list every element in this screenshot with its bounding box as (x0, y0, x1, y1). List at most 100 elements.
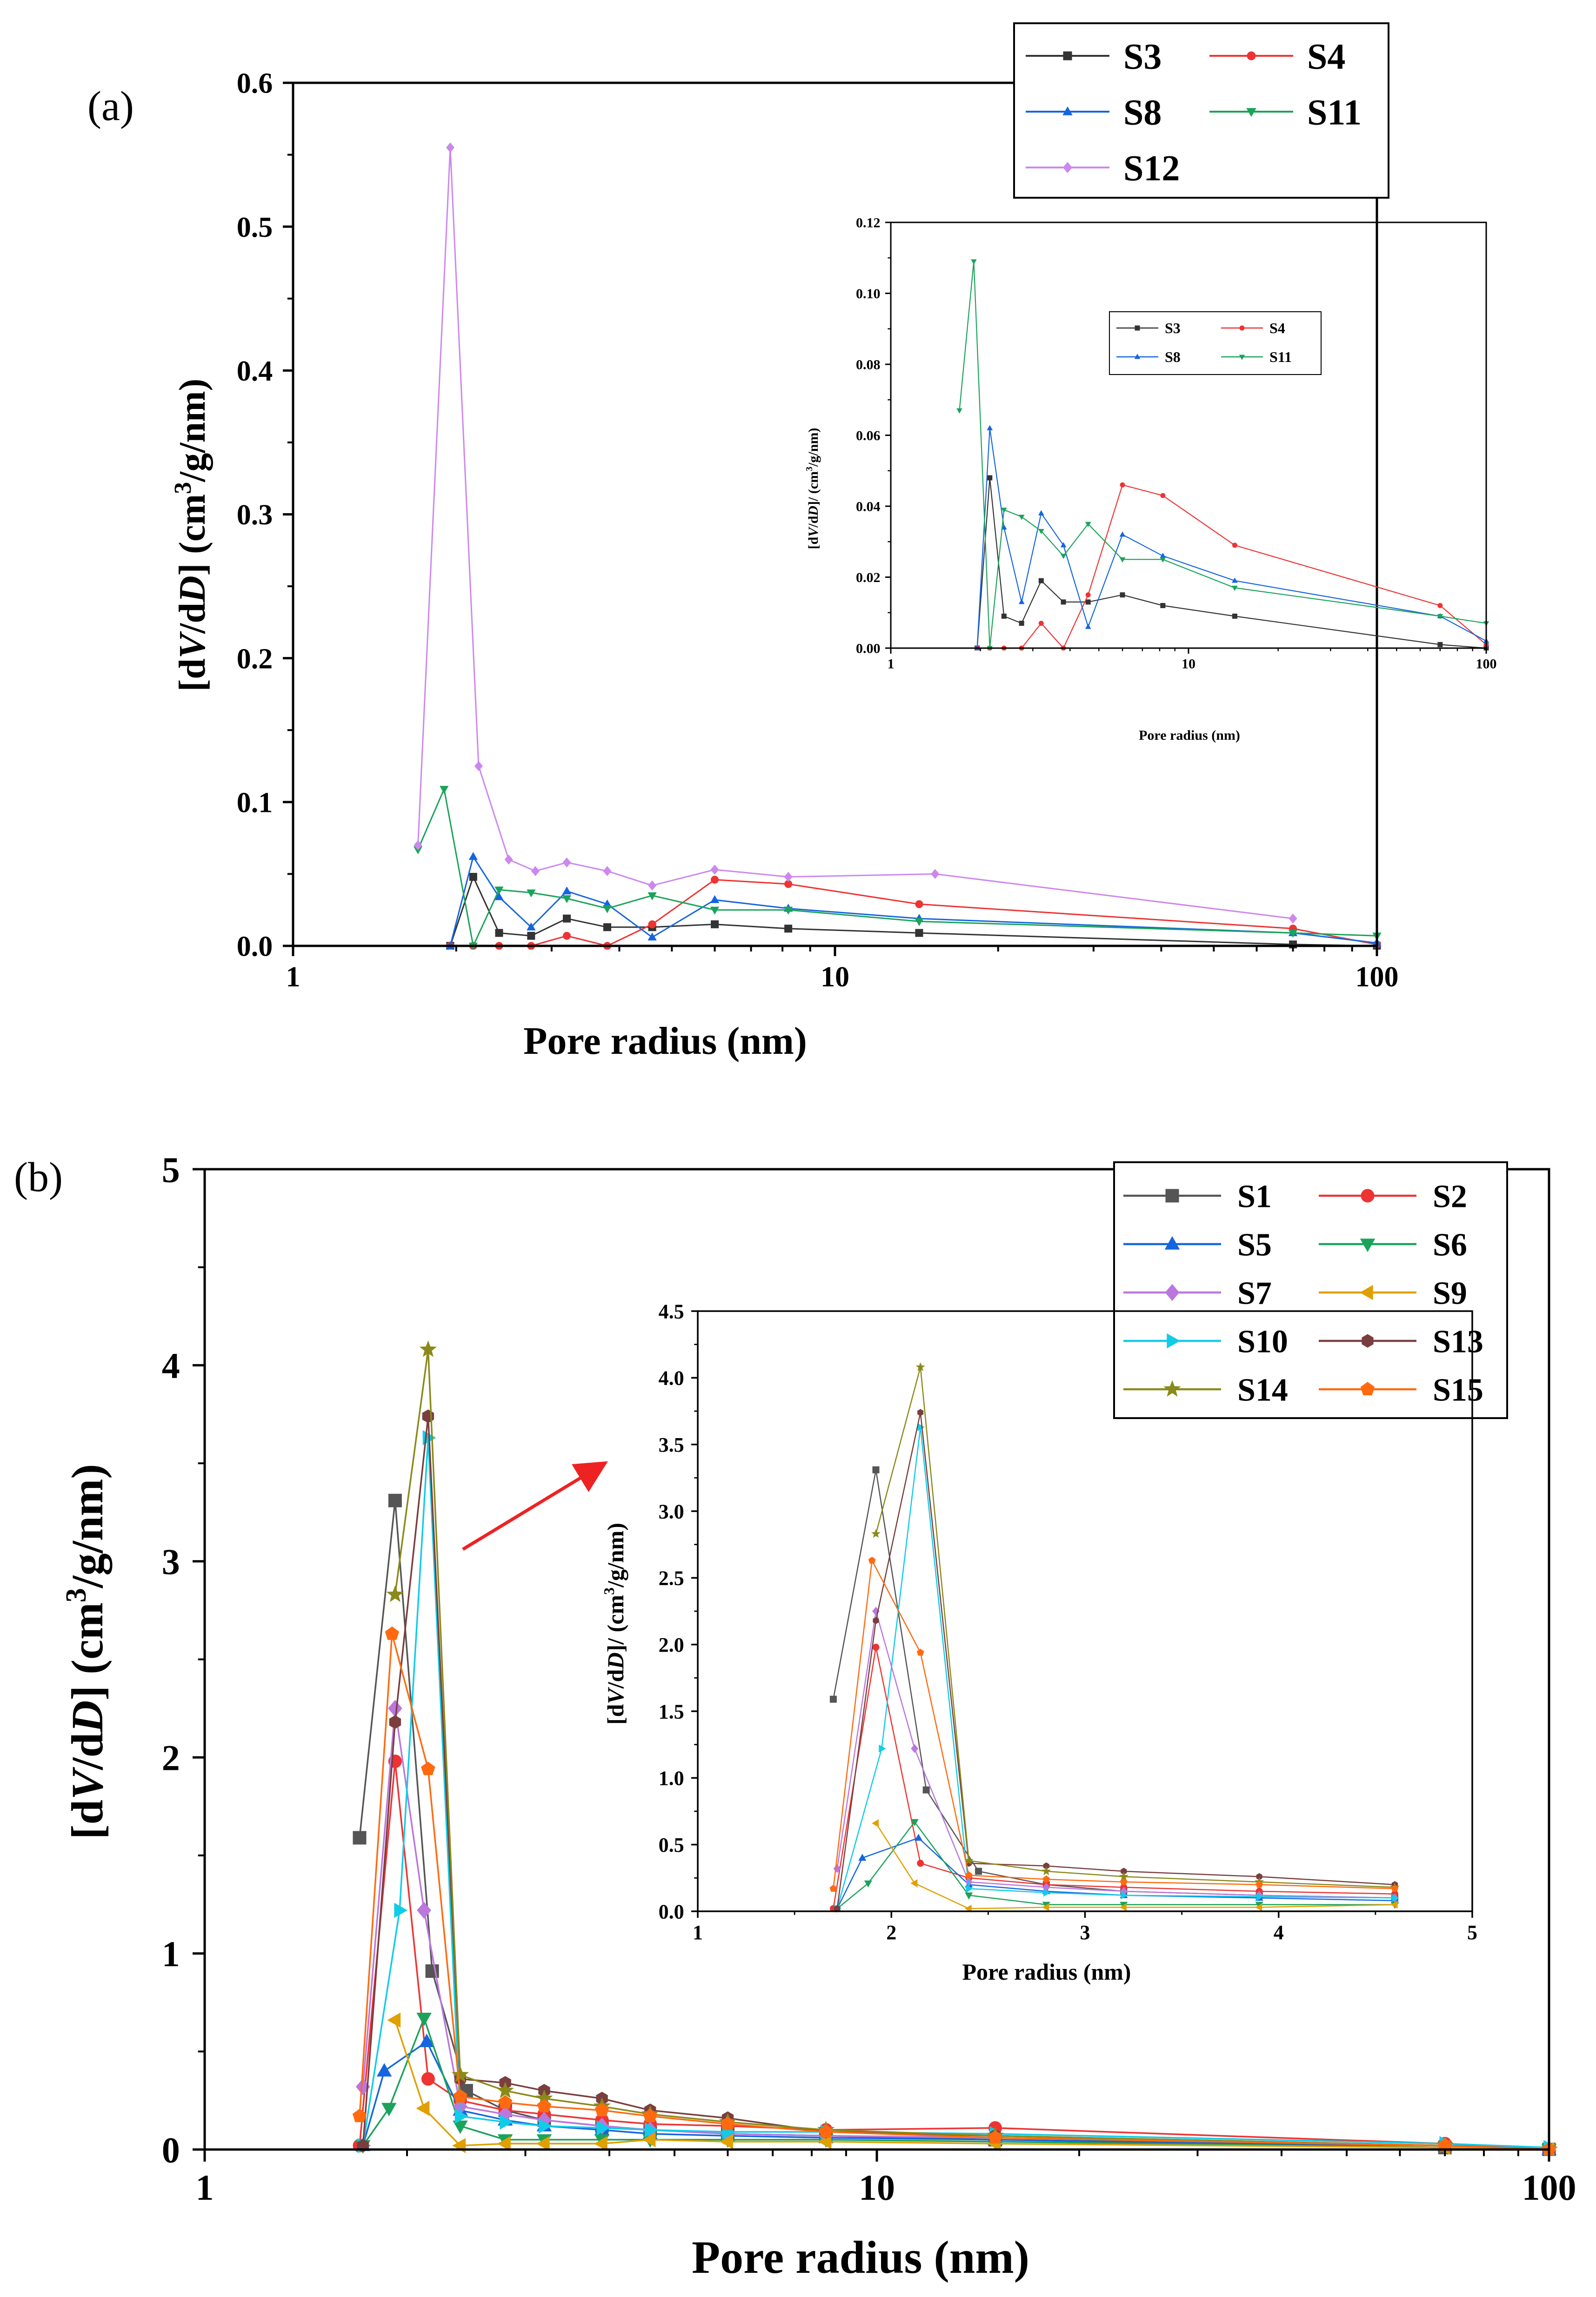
x-tick-label: 1 (286, 961, 301, 993)
series-line-S1 (359, 1500, 1549, 2150)
data-point-S10 (1121, 1891, 1128, 1900)
series-S2 (829, 1643, 1398, 1912)
ylabel-part: [d (602, 1704, 628, 1725)
data-point-S15 (537, 2099, 552, 2113)
data-point-S9 (1255, 1903, 1262, 1911)
legend-label: S11 (1307, 92, 1362, 132)
data-point-S9 (387, 2012, 401, 2028)
legend-item-S14: S14 (1123, 1373, 1288, 1408)
series-line-S3 (976, 477, 1487, 649)
data-point-S11 (1232, 585, 1238, 591)
data-point-S8 (1060, 542, 1067, 548)
data-point-S3 (987, 475, 993, 481)
data-point-S11 (1001, 508, 1007, 513)
data-point-S4 (1160, 493, 1166, 498)
data-point-S9 (871, 1819, 879, 1828)
data-point-S2 (421, 2072, 435, 2086)
data-point-S3 (562, 914, 571, 923)
ylabel-part: 3 (170, 482, 196, 494)
series-line-S5 (836, 1837, 1395, 1909)
y-tick-label: 3.5 (659, 1433, 684, 1456)
x-tick-label: 2 (886, 1921, 896, 1944)
y-tick-label: 2.0 (659, 1634, 684, 1656)
data-point-S10 (645, 2122, 658, 2138)
series-S15 (352, 1626, 1556, 2156)
data-point-S11 (527, 889, 536, 897)
data-point-S14 (496, 2081, 514, 2098)
series-S14 (871, 1362, 1400, 1891)
ylabel-part: 3 (601, 1587, 617, 1595)
legend-item-S5: S5 (1123, 1227, 1272, 1263)
chart-b-inset-ylabel: [dV/dD]/ (cm3/g/nm) (601, 1523, 628, 1725)
data-point-S9 (497, 2136, 511, 2151)
data-point-S9 (536, 2136, 550, 2151)
data-point-S7 (388, 1700, 402, 1717)
data-point-S15 (1391, 1884, 1399, 1892)
data-point-S1 (872, 1466, 880, 1473)
x-tick-label: 1 (693, 1921, 703, 1944)
data-point-S9 (720, 2134, 734, 2150)
legend-label: S15 (1433, 1373, 1483, 1408)
ylabel-part: V (806, 526, 821, 537)
data-point-S1 (922, 1786, 930, 1794)
data-point-S15 (988, 2130, 1002, 2144)
data-point-S14 (451, 2066, 469, 2083)
y-tick-label: 0.1 (237, 787, 273, 819)
series-S15 (829, 1556, 1399, 1892)
data-point-S8 (710, 895, 720, 903)
data-point-S2 (872, 1643, 880, 1651)
y-tick-label: 0.12 (856, 215, 881, 231)
legend-item-S4: S4 (1209, 36, 1345, 76)
chart-a-inset-ylabel: [dV/dD]/ (cm3/g/nm) (804, 428, 821, 549)
data-point-S13 (389, 1715, 401, 1729)
series-S4 (446, 876, 1381, 950)
data-point-S12 (562, 857, 571, 868)
series-line-S3 (449, 875, 1377, 947)
legend-item-S15: S15 (1319, 1373, 1483, 1408)
data-point-S11 (1119, 557, 1126, 563)
series-line-S9 (394, 2020, 1549, 2150)
data-point-S6 (910, 1819, 919, 1827)
legend-label: S9 (1433, 1276, 1467, 1312)
y-tick-label: 0.4 (237, 355, 273, 387)
data-point-S13 (873, 1617, 879, 1624)
series-line-S4 (977, 484, 1487, 649)
chart-b-plot (352, 1340, 1558, 2156)
data-point-S15 (868, 1556, 876, 1564)
data-point-S8 (987, 425, 993, 430)
series-line-S2 (833, 1647, 1395, 1909)
data-point-S12 (531, 866, 540, 876)
legend-marker (1239, 355, 1245, 360)
chart-b-inset: 0.0 0.5 1.0 1.5 2.0 2.5 3.0 3.5 4.0 4.5 1 2 3 4 5 Pore… (601, 1300, 1477, 1985)
data-point-S12 (504, 854, 513, 865)
data-point-S12 (414, 840, 422, 850)
data-point-S4 (1232, 542, 1237, 548)
ylabel-part: ] (cm (62, 1602, 112, 1701)
data-point-S10 (879, 1744, 886, 1753)
data-point-S15 (721, 2116, 735, 2130)
data-point-S12 (446, 142, 454, 153)
chart-a: 0.0 0.1 0.2 0.3 0.4 0.5 0.6 1 10 100 Pore radius … (170, 22, 1497, 1063)
x-tick-label: 10 (1182, 656, 1195, 672)
ylabel-part: /g/nm) (602, 1523, 628, 1588)
legend-item-S10: S10 (1123, 1324, 1288, 1360)
data-point-S3 (1085, 599, 1091, 605)
chart-a-inset-legend: S3 S4 S8 S11 (1109, 311, 1322, 375)
y-tick-label: 0.06 (856, 428, 881, 443)
legend-label: S7 (1237, 1276, 1272, 1312)
ylabel-part: D (806, 506, 821, 516)
y-tick-label: 0.0 (659, 1900, 684, 1923)
data-point-S8 (648, 932, 657, 941)
data-point-S11 (915, 918, 924, 926)
data-point-S8 (468, 852, 478, 860)
x-tick-label: 1 (888, 656, 895, 672)
ylabel-part: D (172, 576, 213, 603)
ylabel-part: /g/nm) (62, 1464, 112, 1589)
data-point-S11 (783, 906, 793, 915)
data-point-S15 (819, 2124, 833, 2138)
legend-marker (1165, 1284, 1180, 1301)
legend-label: S2 (1433, 1179, 1467, 1215)
y-tick-label: 4 (162, 1346, 180, 1386)
legend-marker (1361, 1189, 1375, 1203)
y-tick-label: 0.5 (659, 1834, 684, 1856)
